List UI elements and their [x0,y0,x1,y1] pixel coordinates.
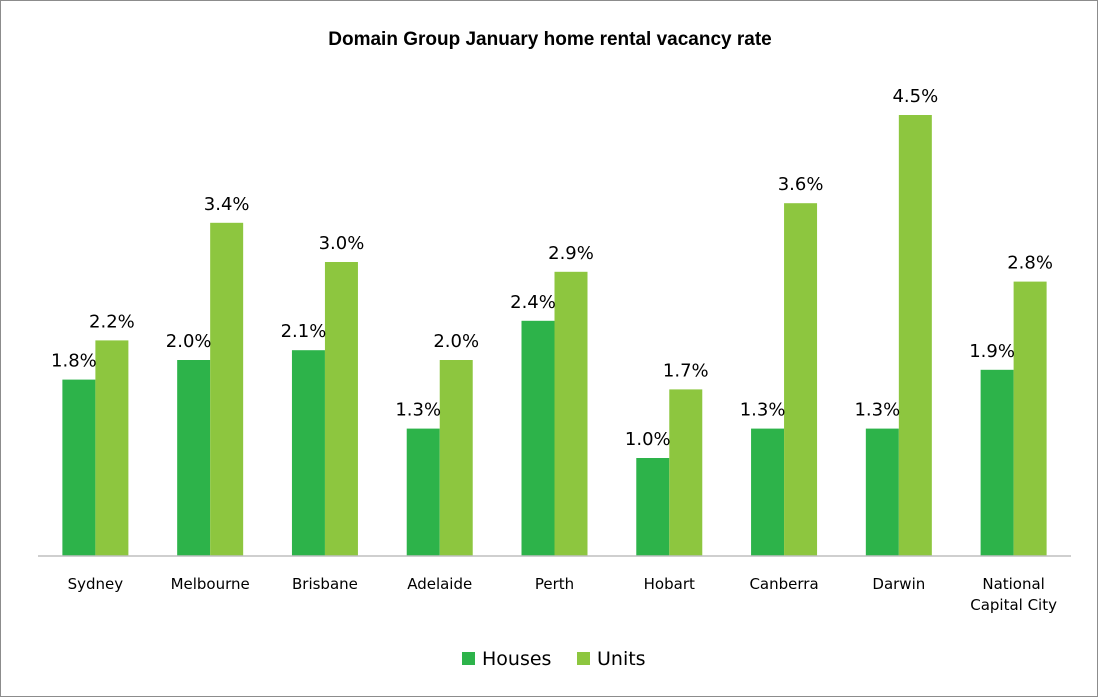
category-label-national-capital-city-line-2: Capital City [970,596,1057,614]
bars-layer [62,115,1047,557]
bar-houses-sydney [62,379,96,556]
category-label-hobart: Hobart [644,575,695,593]
category-labels-layer: Sydney Melbourne Brisbane Adelaide Perth Hoba… [68,575,1057,614]
category-label-melbourne: Melbourne [171,575,250,593]
bar-units-adelaide [439,360,473,556]
data-label-houses-hobart: 1.0% [625,429,671,450]
category-label-perth: Perth [535,575,574,593]
data-label-houses-national-capital-city: 1.9% [969,341,1015,362]
bar-units-hobart [669,389,703,556]
data-label-houses-melbourne: 2.0% [166,331,212,352]
legend-swatch-units [577,652,590,665]
data-label-units-canberra: 3.6% [778,174,824,195]
bar-houses-canberra [751,428,785,556]
chart-title: Domain Group January home rental vacancy… [328,29,772,50]
data-label-units-perth: 2.9% [548,243,594,264]
bar-units-perth [554,271,588,556]
bar-units-sydney [95,340,129,556]
bar-houses-melbourne [177,360,211,556]
category-label-national-capital-city-line-1: National [982,575,1045,593]
legend-label-units: Units [597,648,646,670]
bar-units-melbourne [210,222,244,557]
legend-swatch-houses [462,652,475,665]
data-label-units-national-capital-city: 2.8% [1007,253,1053,274]
bar-houses-hobart [636,458,670,556]
bar-houses-perth [521,320,555,556]
bar-units-darwin [898,115,932,556]
category-label-brisbane: Brisbane [292,575,358,593]
category-label-adelaide: Adelaide [407,575,472,593]
data-label-houses-canberra: 1.3% [740,400,786,421]
data-label-houses-perth: 2.4% [510,292,556,313]
bar-houses-adelaide [406,428,440,556]
category-label-darwin: Darwin [872,575,925,593]
data-label-units-melbourne: 3.4% [204,194,250,215]
bar-units-canberra [784,203,818,556]
bar-houses-national-capital-city [980,369,1014,556]
bar-houses-darwin [865,428,899,556]
legend: Houses Units [462,648,646,670]
bar-units-national-capital-city [1013,281,1047,556]
data-label-units-darwin: 4.5% [892,86,938,107]
data-label-units-adelaide: 2.0% [433,331,479,352]
data-label-houses-brisbane: 2.1% [281,321,327,342]
category-label-canberra: Canberra [749,575,818,593]
data-label-units-sydney: 2.2% [89,311,135,332]
bar-units-brisbane [324,262,358,556]
category-label-sydney: Sydney [68,575,124,593]
data-label-houses-sydney: 1.8% [51,351,97,372]
data-labels-layer: 1.8% 2.2% 2.0% 3.4% 2.1% 3.0% 1.3% 2.0% 2.4% 2.9%… [51,86,1053,450]
data-label-units-hobart: 1.7% [663,360,709,381]
bar-houses-brisbane [291,350,325,556]
data-label-houses-adelaide: 1.3% [395,400,441,421]
legend-label-houses: Houses [482,648,551,670]
data-label-houses-darwin: 1.3% [854,400,900,421]
data-label-units-brisbane: 3.0% [319,233,365,254]
